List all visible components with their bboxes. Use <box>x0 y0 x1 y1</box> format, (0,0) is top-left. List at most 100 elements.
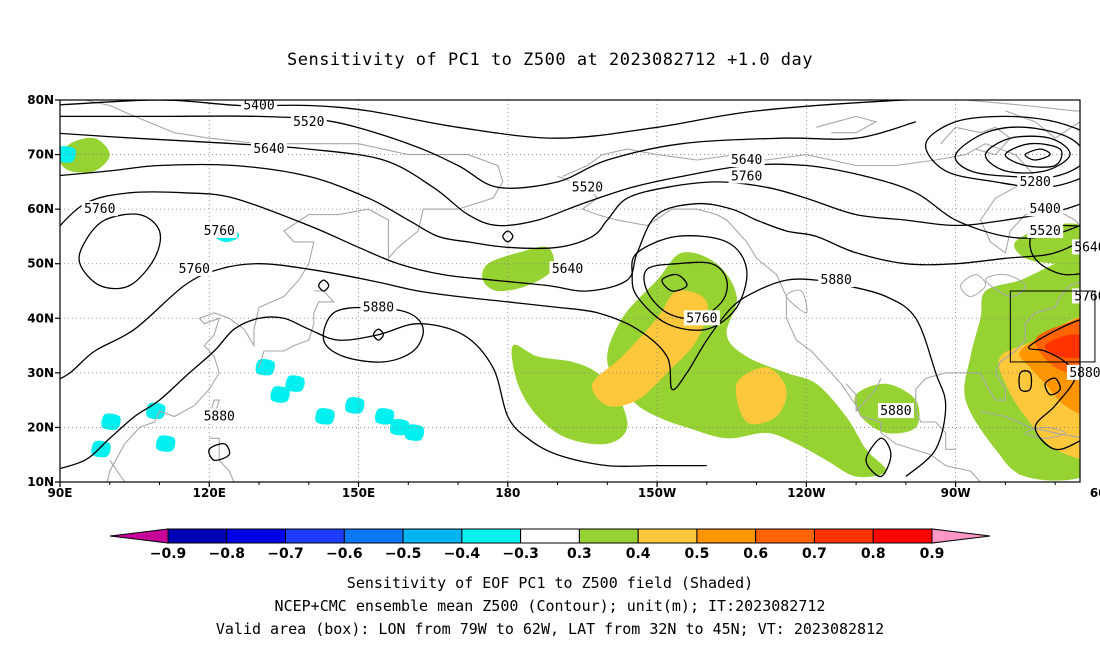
contour-loop <box>372 328 385 341</box>
colorbar-swatch <box>755 528 815 544</box>
contour-label: 5520 <box>1030 224 1061 239</box>
colorbar-swatch <box>167 528 228 544</box>
lon-tick-label: 90W <box>941 486 971 500</box>
caption-line-2: NCEP+CMC ensemble mean Z500 (Contour); u… <box>274 597 826 615</box>
colorbar-label: −0.6 <box>326 546 363 562</box>
contour-label-bg <box>549 261 586 277</box>
negative-patch <box>60 146 76 163</box>
contour-loop <box>1024 148 1051 161</box>
z500-contours <box>60 100 1095 478</box>
contour-label-bg <box>1027 222 1064 238</box>
colorbar-label: −0.5 <box>385 546 422 562</box>
contour-label-bg <box>201 408 238 424</box>
colorbar-label: −0.8 <box>209 546 246 562</box>
contour-label: 5400 <box>243 98 274 113</box>
contour-label-bg <box>1071 239 1100 255</box>
contour-label-bg <box>201 222 238 238</box>
contour-label: 5400 <box>1030 202 1061 217</box>
contour-label-bg <box>290 113 327 129</box>
lon-tick-label: 180 <box>495 486 520 500</box>
contour-label: 5760 <box>686 311 717 326</box>
contour-label: 5520 <box>572 180 603 195</box>
colorbar-label: 0.5 <box>685 546 710 562</box>
map-title: Sensitivity of PC1 to Z500 at 2023082712… <box>286 50 813 70</box>
contour-label: 5520 <box>293 115 324 130</box>
colorbar-swatch <box>226 528 287 544</box>
colorbar-label: 0.6 <box>743 546 768 562</box>
contour-label-bg <box>1017 173 1054 189</box>
valid-box <box>1009 290 1096 363</box>
contour-label: 5880 <box>204 410 235 425</box>
contour-label: 5880 <box>880 404 911 419</box>
colorbar-swatch <box>578 528 639 544</box>
colorbar-swatch <box>343 528 404 544</box>
contour-label-bg <box>176 261 213 277</box>
contour-label: 5760 <box>204 224 235 239</box>
colorbar-label: −0.3 <box>502 546 539 562</box>
negative-patch <box>146 402 166 420</box>
coastline <box>980 410 1080 438</box>
coastline <box>845 378 882 413</box>
colorbar-swatch <box>402 528 463 544</box>
lake <box>1024 426 1066 439</box>
coastline <box>1005 110 1080 139</box>
colorbar-label: 0.3 <box>567 546 592 562</box>
colorbar-swatch <box>696 528 757 544</box>
negative-patch <box>91 440 111 458</box>
contour-label-bg <box>728 168 765 184</box>
contour-label-bg <box>1071 288 1100 304</box>
colorbar: −0.9 −0.8 −0.7 −0.6 −0.5 −0.4 −0.3 0.3 0.4 0.5 0.6… <box>109 528 991 562</box>
contour-line <box>60 263 947 477</box>
lat-tick-label: 70N <box>27 148 54 162</box>
colorbar-swatch <box>285 528 345 544</box>
colorbar-label: 0.8 <box>861 546 886 562</box>
colorbar-swatch <box>872 528 933 544</box>
negative-patch <box>270 386 290 403</box>
caption-line-3: Valid area (box): LON from 79W to 62W, L… <box>215 620 885 638</box>
contour-label-bg <box>81 201 118 217</box>
shaded-region <box>592 290 708 407</box>
contour-label-bg <box>241 97 278 113</box>
contour-label: 5880 <box>1069 366 1100 381</box>
caption-line-1: Sensitivity of EOF PC1 to Z500 field (Sh… <box>346 574 754 592</box>
contour-line <box>60 132 1080 239</box>
contour-label-bg <box>728 152 765 168</box>
contour-label-bg <box>1027 201 1064 217</box>
lon-tick-label: 90E <box>48 486 73 500</box>
coastline <box>816 115 878 134</box>
contour-loop <box>318 279 330 292</box>
coastline <box>964 100 1080 112</box>
contour-loop <box>208 443 231 461</box>
negative-patch <box>101 413 121 431</box>
contour-label-bg <box>683 310 720 326</box>
coastline <box>84 100 504 482</box>
contour-loop <box>984 135 1071 174</box>
contour-label-bg <box>877 403 914 419</box>
contour-loop <box>1004 142 1063 168</box>
negative-patch <box>156 435 176 452</box>
negative-patch <box>285 375 305 392</box>
colorbar-label: 0.7 <box>802 546 827 562</box>
contour-label: 5760 <box>84 202 115 217</box>
contour-label: 5640 <box>552 262 583 277</box>
colorbar-swatch <box>520 528 580 544</box>
contour-loop <box>865 437 892 478</box>
contour-label: 5880 <box>363 300 394 315</box>
lat-tick-label: 10N <box>27 475 54 489</box>
contour-label: 5280 <box>1020 175 1051 190</box>
shaded-region <box>511 344 628 445</box>
contour-loop <box>954 126 1080 179</box>
contour-label: 5760 <box>179 262 210 277</box>
coastline <box>109 459 126 482</box>
contour-label: 5760 <box>731 169 762 184</box>
contour-loop <box>78 213 162 290</box>
contour-label: 5640 <box>1074 240 1100 255</box>
lon-tick-label: 150E <box>342 486 375 500</box>
contour-loop <box>1085 346 1095 357</box>
valid-area-box <box>1009 290 1096 363</box>
contour-line <box>60 191 1080 292</box>
contour-loop <box>1044 377 1061 396</box>
colorbar-swatch <box>813 528 874 544</box>
contour-label: 5640 <box>253 142 284 157</box>
